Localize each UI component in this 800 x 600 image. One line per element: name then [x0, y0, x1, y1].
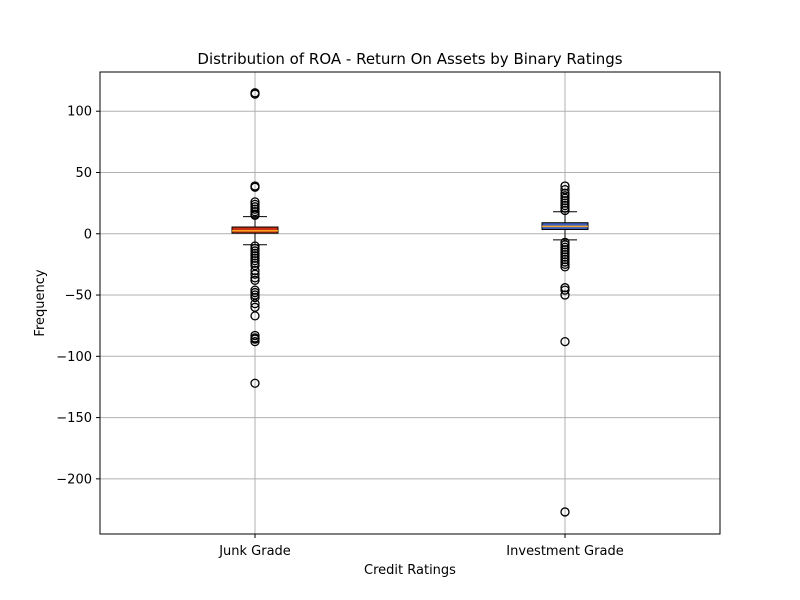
- outlier-point: [250, 269, 260, 279]
- x-tick-label: Investment Grade: [506, 544, 623, 559]
- outlier-point: [560, 203, 570, 213]
- outlier-point: [560, 336, 570, 347]
- y-tick-label: −100: [56, 350, 92, 365]
- outlier-point: [560, 290, 570, 300]
- plot-frame: [99, 71, 721, 535]
- grid-layer: [100, 72, 720, 534]
- outlier-point: [560, 257, 570, 267]
- outlier-point: [250, 287, 260, 298]
- chart-title: Distribution of ROA - Return On Assets b…: [197, 50, 622, 68]
- outlier-point: [250, 330, 260, 341]
- outlier-point: [560, 262, 570, 272]
- outlier-point: [250, 298, 260, 309]
- axis-layer: 100 50 0 −50 −100 −150 −200 Junk Grade Investmen…: [56, 105, 623, 559]
- x-axis-label: Credit Ratings: [364, 563, 456, 578]
- outlier-point: [250, 378, 260, 388]
- outlier-point: [250, 292, 260, 303]
- outlier-point: [250, 210, 260, 221]
- outlier-point: [560, 285, 570, 295]
- outlier-point: [560, 507, 570, 517]
- y-tick-label: −200: [56, 472, 92, 487]
- box-group: [541, 181, 589, 517]
- y-tick-label: 100: [67, 105, 92, 120]
- outlier-point: [250, 336, 260, 347]
- y-tick-label: −150: [56, 411, 92, 426]
- y-tick-label: 0: [84, 227, 92, 242]
- outlier-point: [250, 207, 260, 217]
- box-layer: [231, 88, 589, 517]
- outlier-point: [560, 200, 570, 211]
- outlier-point: [250, 311, 260, 321]
- x-tick-label: Junk Grade: [218, 544, 291, 559]
- y-tick-label: 50: [75, 166, 92, 181]
- outlier-point: [560, 259, 570, 270]
- outlier-point: [250, 181, 260, 191]
- outlier-point: [250, 334, 260, 344]
- outlier-point: [250, 275, 260, 285]
- box-group: [231, 88, 279, 388]
- outlier-point: [250, 256, 260, 266]
- y-tick-label: −50: [65, 289, 92, 304]
- outlier-point: [560, 205, 570, 216]
- outlier-point: [250, 204, 260, 214]
- outlier-point: [250, 273, 260, 283]
- y-axis-label: Frequency: [33, 269, 48, 336]
- outlier-point: [250, 88, 260, 98]
